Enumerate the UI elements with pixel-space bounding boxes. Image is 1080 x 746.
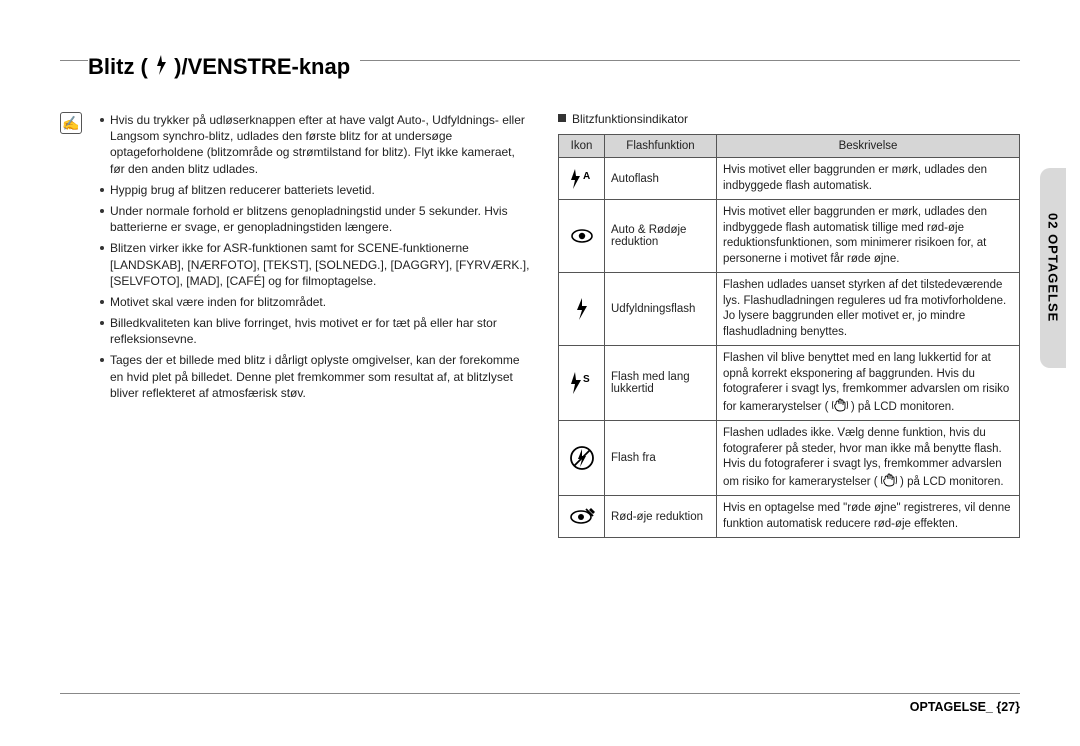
notes-list: Hvis du trykker på udløserknappen efter … (100, 112, 530, 406)
note-icon-glyph: ✍ (62, 115, 79, 132)
flash-function-name: Auto & Rødøje reduktion (605, 200, 717, 273)
redeye-fix-icon (559, 496, 605, 538)
flash-function-description: Flashen udlades ikke. Vælg denne funktio… (717, 421, 1020, 496)
svg-text:S: S (583, 374, 590, 385)
indicator-label-text: Blitzfunktionsindikator (572, 112, 688, 126)
note-item: Under normale forhold er blitzens genopl… (100, 203, 530, 235)
flash-icon (154, 54, 168, 76)
flash-function-name: Rød-øje reduktion (605, 496, 717, 538)
flash-function-name: Autoflash (605, 158, 717, 200)
indicator-heading: Blitzfunktionsindikator (558, 112, 1020, 126)
svg-text:A: A (583, 171, 590, 182)
flash-function-name: Flash med lang lukkertid (605, 346, 717, 421)
col-header-icon: Ikon (559, 135, 605, 158)
flash-auto-icon: A (559, 158, 605, 200)
flash-mode-row: A AutoflashHvis motivet eller baggrunden … (559, 158, 1020, 200)
note-item: Blitzen virker ikke for ASR-funktionen s… (100, 240, 530, 289)
flash-mode-row: S Flash med lang lukkertidFlashen vil bli… (559, 346, 1020, 421)
col-header-description: Beskrivelse (717, 135, 1020, 158)
footer-text: OPTAGELSE_ {27} (910, 700, 1020, 714)
flash-function-name: Udfyldningsflash (605, 273, 717, 346)
page-title: Blitz ( )/VENSTRE-knap (88, 54, 360, 80)
flash-mode-row: Auto & Rødøje reduktionHvis motivet elle… (559, 200, 1020, 273)
flash-function-description: Hvis en optagelse med "røde øjne" regist… (717, 496, 1020, 538)
page-footer: OPTAGELSE_ {27} (60, 693, 1020, 714)
note-item: Hvis du trykker på udløserknappen efter … (100, 112, 530, 177)
eye-icon (559, 200, 605, 273)
flash-mode-row: Rød-øje reduktionHvis en optagelse med "… (559, 496, 1020, 538)
flash-function-description: Flashen udlades uanset styrken af det ti… (717, 273, 1020, 346)
title-suffix: )/VENSTRE-knap (174, 54, 350, 79)
section-tab: 02 OPTAGELSE (1040, 168, 1066, 368)
flash-mode-row: UdfyldningsflashFlashen udlades uanset s… (559, 273, 1020, 346)
flash-function-name: Flash fra (605, 421, 717, 496)
title-prefix: Blitz ( (88, 54, 148, 79)
note-item: Motivet skal være inden for blitzområdet… (100, 294, 530, 310)
flash-indicator-section: Blitzfunktionsindikator Ikon Flashfunkti… (558, 112, 1020, 538)
col-header-function: Flashfunktion (605, 135, 717, 158)
note-item: Billedkvaliteten kan blive forringet, hv… (100, 315, 530, 347)
flash-mode-row: Flash fraFlashen udlades ikke. Vælg denn… (559, 421, 1020, 496)
flash-icon (559, 273, 605, 346)
note-item: Tages der et billede med blitz i dårligt… (100, 352, 530, 401)
bullet-square-icon (558, 114, 566, 122)
note-icon: ✍ (60, 112, 82, 134)
flash-off-icon (559, 421, 605, 496)
flash-slow-icon: S (559, 346, 605, 421)
flash-function-description: Flashen vil blive benyttet med en lang l… (717, 346, 1020, 421)
section-tab-label: 02 OPTAGELSE (1046, 213, 1061, 322)
flash-function-description: Hvis motivet eller baggrunden er mørk, u… (717, 158, 1020, 200)
note-item: Hyppig brug af blitzen reducerer batteri… (100, 182, 530, 198)
flash-modes-table: Ikon Flashfunktion Beskrivelse A Autoflas… (558, 134, 1020, 538)
flash-function-description: Hvis motivet eller baggrunden er mørk, u… (717, 200, 1020, 273)
